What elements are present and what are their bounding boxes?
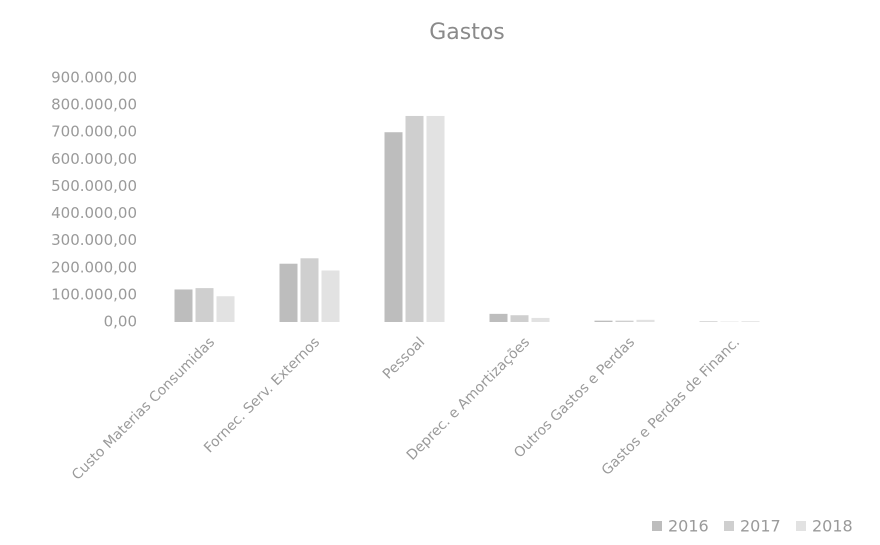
bar [531, 317, 550, 322]
chart-title: Gastos [429, 20, 505, 45]
x-tick-label: Deprec. e Amortizações [404, 334, 533, 463]
y-tick-label: 200.000,00 [51, 258, 137, 276]
bar [426, 115, 445, 322]
bar [195, 288, 214, 322]
x-tick-label: Custo Materias Consumidas [69, 334, 218, 483]
legend-swatch [652, 521, 662, 531]
bar [216, 296, 235, 322]
y-tick-label: 500.000,00 [51, 177, 137, 195]
legend-swatch [724, 521, 734, 531]
bar [279, 263, 298, 322]
bar [174, 289, 193, 322]
legend-label: 2016 [668, 517, 709, 536]
bar [321, 270, 340, 322]
y-tick-label: 900.000,00 [51, 69, 137, 87]
bar [489, 313, 508, 322]
y-tick-label: 400.000,00 [51, 204, 137, 222]
y-tick-label: 800.000,00 [51, 96, 137, 114]
bar [300, 258, 319, 322]
bar [615, 320, 634, 322]
x-tick-label: Outros Gastos e Perdas [511, 334, 638, 461]
y-tick-label: 0,00 [104, 313, 137, 331]
bar [636, 319, 655, 322]
bar [699, 321, 718, 322]
bar [594, 320, 613, 322]
legend-swatch [796, 521, 806, 531]
bar [405, 115, 424, 322]
y-tick-label: 700.000,00 [51, 123, 137, 141]
bar [384, 132, 403, 322]
x-tick-label: Pessoal [380, 334, 428, 382]
x-tick-label: Fornec. Serv. Externos [201, 334, 323, 456]
bar [510, 315, 529, 322]
bar [741, 321, 760, 322]
y-tick-label: 100.000,00 [51, 285, 137, 303]
y-tick-label: 300.000,00 [51, 231, 137, 249]
legend-label: 2018 [812, 517, 853, 536]
legend-label: 2017 [740, 517, 781, 536]
y-tick-label: 600.000,00 [51, 150, 137, 168]
